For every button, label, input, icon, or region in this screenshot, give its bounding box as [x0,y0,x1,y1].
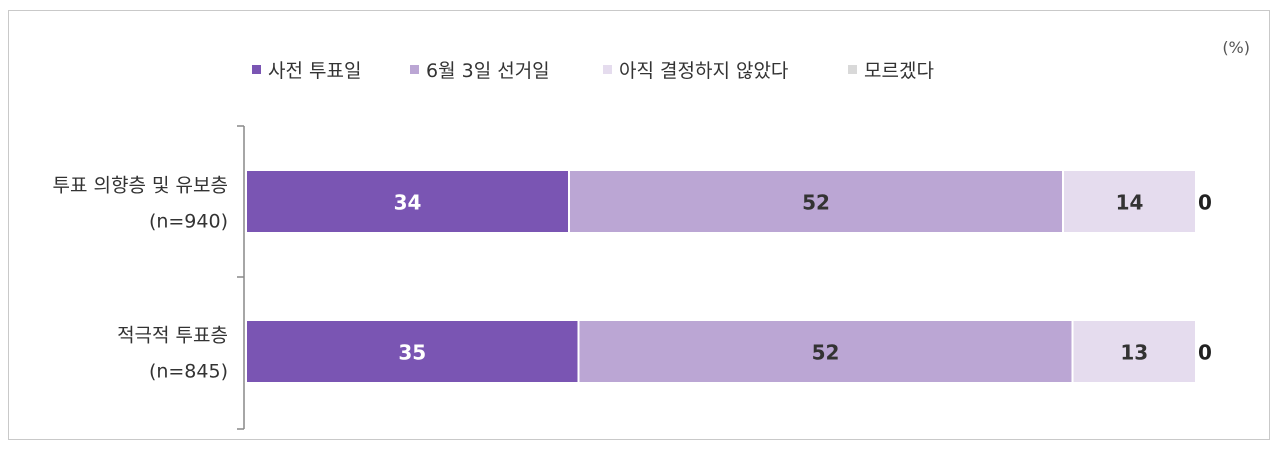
data-label: 14 [1116,191,1144,215]
category-label: 적극적 투표층 [117,325,228,347]
legend-label: 6월 3일 선거일 [426,60,550,82]
category-label: 투표 의향층 및 유보층 [53,175,228,197]
bar-segment [577,319,1074,384]
category-sample-size: (n=845) [149,361,228,383]
data-label: 0 [1198,341,1212,365]
legend-label: 아직 결정하지 않았다 [619,60,788,82]
bar-segment [1071,319,1197,384]
data-label: 0 [1198,191,1212,215]
legend-swatch [603,65,612,74]
data-label: 34 [394,191,422,215]
data-label: 52 [812,341,840,365]
bar-segment [568,169,1064,234]
data-label: 35 [398,341,426,365]
legend-swatch [252,65,261,74]
bar-segment [1062,169,1197,234]
data-label: 13 [1120,341,1148,365]
legend-label: 사전 투표일 [268,60,361,82]
bar-segment [245,169,570,234]
legend-swatch [410,65,419,74]
unit-label: (%) [1222,38,1250,57]
category-sample-size: (n=940) [149,211,228,233]
legend-swatch [848,65,857,74]
chart-frame [8,10,1270,440]
legend-label: 모르겠다 [864,60,934,82]
data-label: 52 [802,191,830,215]
